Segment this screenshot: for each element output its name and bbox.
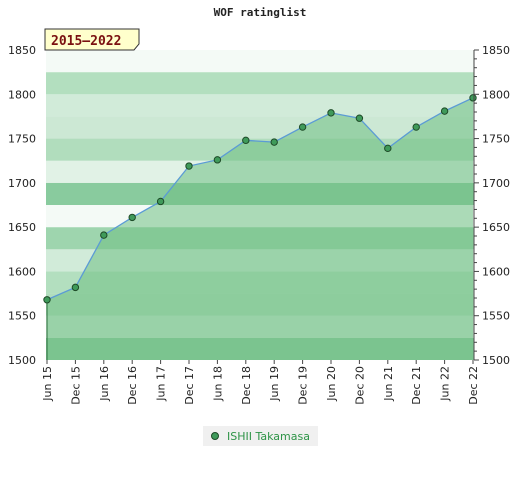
data-point [355,114,364,122]
y-tick-label-right: 1500 [482,354,510,367]
x-tick-label: Dec 22 [467,366,480,405]
data-point [469,94,477,102]
legend-label: ISHII Takamasa [227,429,310,443]
range-badge: 2015–2022 [44,28,140,51]
data-point [213,156,222,164]
y-tick-label-left: 1600 [8,265,36,278]
data-point [440,107,449,115]
y-tick-label-left: 1750 [8,133,36,146]
data-point [384,144,392,153]
y-tick-label-right: 1600 [482,265,510,278]
area-layer [47,97,473,360]
x-tick-label: Dec 21 [410,366,423,405]
x-tick-label: Jun 20 [325,366,338,402]
data-point [242,136,250,145]
data-point [298,123,307,131]
y-tick-label-left: 1800 [8,88,36,101]
data-point [100,231,108,239]
range-badge-text: 2015–2022 [51,34,121,49]
y-tick-labels-left: 1500 1550 1600 1650 1700 1750 1800 1850 [8,44,36,367]
y-tick-label-left: 1550 [8,310,36,323]
y-tick-label-left: 1700 [8,177,36,190]
y-tick-label-left: 1500 [8,354,36,367]
x-tick-label: Dec 19 [297,366,310,405]
x-tick-label: Jun 18 [211,366,224,402]
x-tick-label: Jun 15 [41,366,54,402]
y-tick-label-right: 1800 [482,88,510,101]
data-point [43,296,51,304]
data-point [156,197,165,206]
points-layer [43,94,477,304]
y-tick-label-left: 1850 [8,44,36,57]
x-tick-label: Jun 16 [98,366,111,402]
y-tick-label-right: 1550 [482,310,510,323]
y-tick-label-left: 1650 [8,221,36,234]
legend: ISHII Takamasa [203,426,318,446]
y-tick-label-right: 1850 [482,44,510,57]
chart-title: WOF ratinglist [213,6,307,19]
data-point [128,213,136,222]
data-point [270,138,278,146]
x-tick-label: Dec 15 [69,366,82,405]
background-band [46,72,474,95]
legend-marker-icon [211,432,219,440]
x-tick-label: Dec 18 [240,366,253,405]
series-line [46,97,474,301]
x-tick-label: Dec 17 [183,366,196,405]
x-tick-label: Jun 21 [382,366,395,402]
y-tick-label-right: 1750 [482,133,510,146]
data-point [412,123,420,131]
x-tick-label: Dec 20 [353,366,366,405]
x-tick-label: Dec 16 [126,366,139,405]
background-band [46,50,474,73]
data-point [185,162,193,170]
x-tick-label: Jun 17 [155,366,168,402]
data-point [71,283,80,292]
series-area [47,97,473,360]
data-point [327,109,335,117]
x-tick-label: Jun 19 [268,366,281,402]
x-tick-labels: Jun 15 Dec 15 Jun 16 Dec 16 Jun 17 Dec 17 Jun … [41,366,480,405]
background-band [46,94,474,117]
x-tick-label: Jun 22 [439,366,452,402]
line-layer [46,97,474,360]
y-tick-label-right: 1700 [482,177,510,190]
y-tick-labels-right: 1500 1550 1600 1650 1700 1750 1800 1850 [482,44,510,367]
axes-layer [46,49,479,364]
y-tick-label-right: 1650 [482,221,510,234]
